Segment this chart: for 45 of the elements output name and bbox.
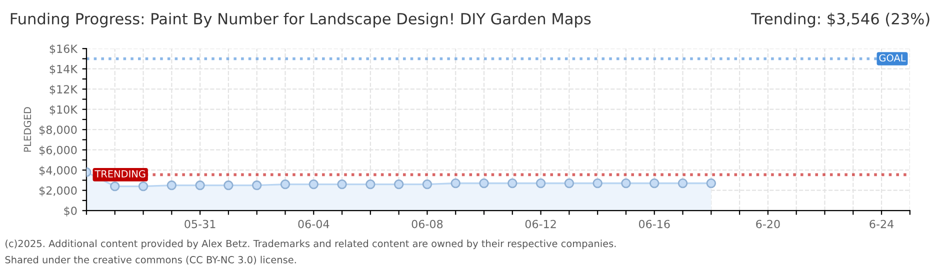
y-tick-label: $12K — [50, 84, 78, 95]
y-tick-label: $14K — [50, 64, 78, 75]
x-tick-label: 06-04 — [298, 220, 330, 228]
y-tick-label: $6,000 — [39, 146, 77, 156]
point — [195, 180, 205, 190]
chart-title: Funding Progress: Paint By Number for Landscape Design! DIY Garden Maps — [10, 12, 591, 28]
point — [280, 179, 290, 190]
y-tick-label: $0 — [64, 206, 77, 216]
point — [252, 180, 262, 190]
y-tick-label: $16K — [50, 44, 78, 54]
point — [110, 181, 120, 192]
point — [166, 180, 177, 190]
point — [592, 178, 602, 188]
point — [650, 178, 660, 188]
point — [450, 178, 460, 188]
x-tick-label: 6-20 — [756, 220, 780, 228]
point — [508, 178, 518, 188]
y-tick-label: $4,000 — [39, 166, 77, 176]
point — [678, 178, 688, 188]
point — [394, 179, 404, 190]
y-axis-title: PLEDGED — [24, 107, 32, 152]
point — [479, 178, 489, 188]
point — [337, 179, 347, 190]
point — [422, 179, 432, 190]
text: (c)2025. Additional content provided by Alex Betz. Trademarks and related content are owned by their respective companies. — [6, 240, 616, 250]
point — [621, 178, 631, 188]
x-tick-label: 6-24 — [870, 220, 894, 228]
y-tick-label: $2,000 — [39, 186, 77, 196]
x-tick-label: 06-08 — [412, 220, 443, 228]
point — [224, 180, 234, 190]
point — [366, 179, 376, 190]
point — [564, 178, 574, 188]
y-tick-label: $8,000 — [39, 125, 77, 136]
point — [138, 181, 148, 192]
x-tick-label: 06-12 — [525, 220, 556, 228]
x-tick-label: 06-16 — [638, 220, 670, 228]
ref-line-label: GOAL — [879, 54, 906, 62]
y-tick-label: $10K — [50, 105, 78, 116]
ref-line-label: TRENDING — [94, 170, 146, 178]
point — [536, 178, 546, 188]
text: Shared under the creative commons (CC BY-NC 3.0) license. — [5, 256, 296, 265]
point — [308, 179, 318, 190]
x-tick-label: 05-31 — [184, 220, 216, 228]
point — [706, 178, 716, 188]
chart-subtitle: Trending: $3,546 (23%) — [750, 12, 930, 28]
